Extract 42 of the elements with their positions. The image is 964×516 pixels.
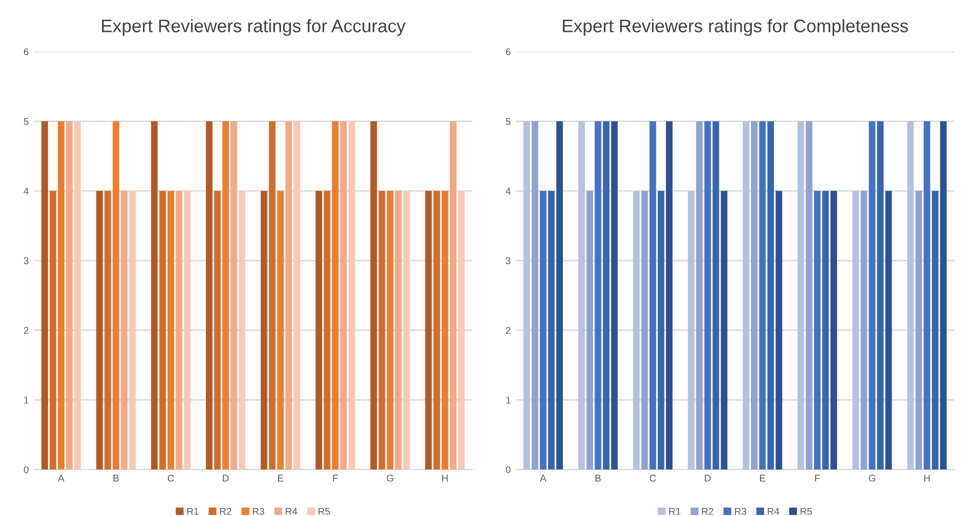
chart-title: Expert Reviewers ratings for Completeness [562,19,908,36]
y-tick-label: 1 [24,396,28,404]
x-tick-label: B [596,474,601,482]
x-tick-label: F [333,474,338,482]
x-tick-label: F [815,474,820,482]
x-tick-label: G [386,474,394,482]
x-tick-label: G [868,474,876,482]
x-tick-label: C [650,474,656,482]
y-tick-label: 5 [24,118,28,125]
y-tick-label: 2 [24,326,28,334]
x-tick-label: E [760,474,766,482]
x-tick-label: B [114,474,119,482]
legend-label: R2 [702,508,714,515]
legend-label: R3 [252,508,264,515]
legend-label: R1 [669,508,680,515]
y-tick-label: 1 [506,396,510,404]
y-tick-label: 0 [24,466,28,474]
y-tick-label: 2 [506,326,510,334]
y-tick-label: 0 [506,466,510,474]
x-tick-label: A [540,474,546,482]
legend-label: R3 [734,508,746,515]
legend-label: R4 [768,508,780,515]
legend-label: R4 [286,508,298,515]
x-tick-label: E [278,474,284,482]
legend-label: R1 [187,508,198,515]
y-tick-label: 4 [506,188,511,194]
legend-label: R5 [800,508,812,515]
y-tick-label: 6 [24,48,28,56]
legend-label: R2 [220,508,232,515]
x-tick-label: D [704,474,711,482]
x-tick-label: C [168,474,174,482]
y-tick-label: 4 [24,188,29,194]
y-tick-label: 6 [506,48,510,56]
y-tick-label: 5 [506,118,510,125]
x-tick-label: H [924,474,930,482]
legend-label: R5 [318,508,330,515]
x-tick-label: A [58,474,64,482]
chart-title: Expert Reviewers ratings for Accuracy [102,19,406,36]
x-tick-label: D [222,474,229,482]
x-tick-label: H [442,474,448,482]
y-tick-label: 3 [506,257,510,264]
y-tick-label: 3 [24,257,28,264]
